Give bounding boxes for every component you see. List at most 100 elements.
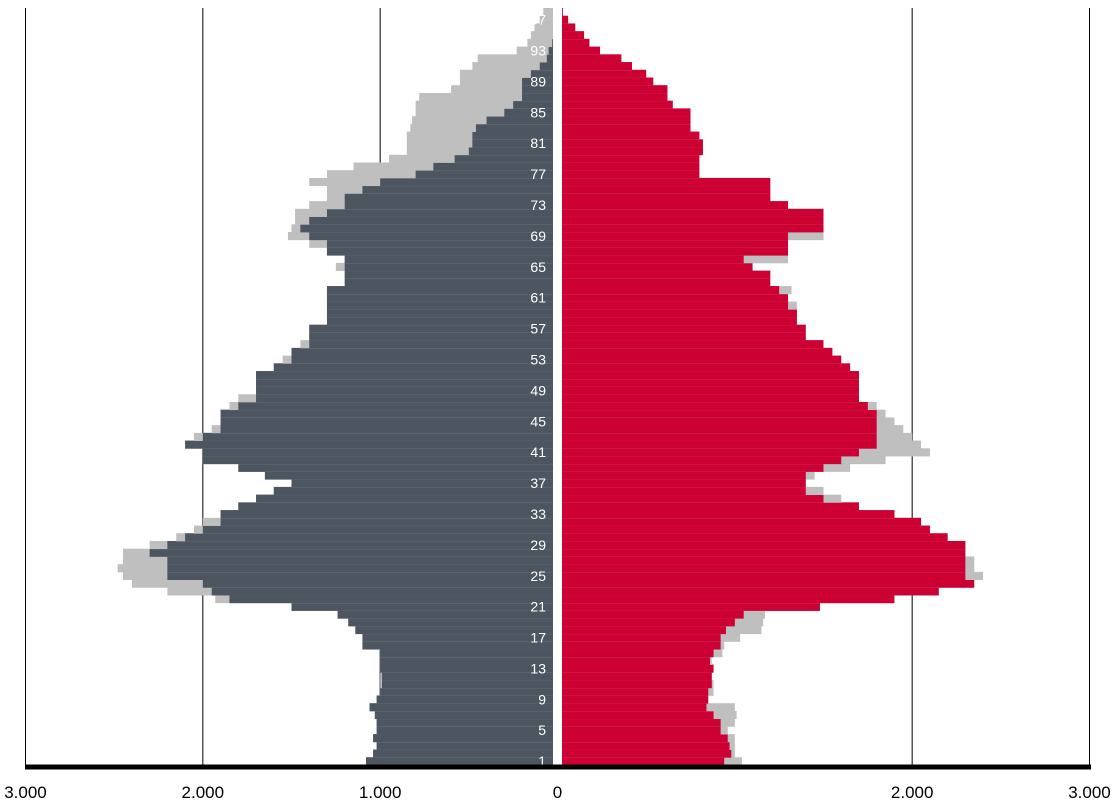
male-bar <box>373 749 558 758</box>
male-bar <box>202 525 558 534</box>
female-bar <box>557 239 789 248</box>
male-bar <box>291 479 558 488</box>
female-bar <box>557 741 730 750</box>
female-bar <box>557 162 700 171</box>
male-bar <box>472 139 558 148</box>
age-tick-label: 13 <box>530 660 546 676</box>
female-bar <box>557 633 721 642</box>
male-bar-other <box>527 38 558 48</box>
female-bar <box>557 85 668 94</box>
male-bar <box>376 726 558 735</box>
male-bar <box>273 486 558 496</box>
female-bar <box>557 494 824 503</box>
female-bar <box>557 479 806 488</box>
female-bar <box>557 734 728 743</box>
male-bar-other <box>516 46 558 55</box>
x-axis: 3.000 2.000 1.000 0 2.000 3.000 <box>4 764 1111 802</box>
age-tick-label: 1 <box>538 753 546 769</box>
female-bar <box>557 540 966 550</box>
female-bar <box>557 595 895 604</box>
male-bar <box>472 131 558 140</box>
male-bar <box>238 401 558 411</box>
male-bar-other <box>451 85 558 94</box>
female-bar <box>557 270 771 279</box>
female-bar <box>557 154 700 163</box>
female-bar <box>557 255 744 264</box>
x-tick-label: 2.000 <box>182 783 225 802</box>
x-tick-label: 1.000 <box>359 783 402 802</box>
male-bar <box>362 185 558 194</box>
age-tick-label: 89 <box>530 73 546 89</box>
male-bar-other <box>530 31 558 40</box>
age-tick-label: 37 <box>530 475 546 491</box>
male-bar <box>256 371 558 380</box>
female-bar <box>557 401 868 411</box>
male-bar <box>376 741 558 750</box>
age-tick-label: 41 <box>530 444 546 460</box>
male-bar <box>486 116 558 125</box>
female-bar <box>557 208 824 217</box>
male-bar <box>337 610 558 619</box>
male-bar <box>344 201 558 210</box>
age-tick-label: 9 <box>538 691 546 707</box>
male-bar <box>326 316 558 326</box>
age-tick-label: 69 <box>530 228 546 244</box>
male-bar <box>202 432 558 441</box>
female-bar <box>557 695 709 704</box>
female-bar <box>557 23 576 32</box>
male-bar <box>220 417 558 426</box>
female-bar <box>557 378 859 387</box>
male-bar <box>326 293 558 302</box>
male-bar <box>291 347 558 357</box>
male-bar <box>326 309 558 318</box>
male-bar <box>326 286 558 295</box>
male-bar <box>454 154 558 163</box>
age-tick-label: 57 <box>530 321 546 337</box>
male-bar <box>344 193 558 202</box>
female-bar <box>557 610 744 619</box>
female-bar <box>557 38 590 48</box>
female-bar <box>557 15 569 24</box>
female-bar <box>557 602 820 611</box>
male-bar <box>220 409 558 418</box>
age-tick-label: 49 <box>530 382 546 398</box>
male-bar-other <box>415 100 558 109</box>
male-bar <box>326 239 558 248</box>
age-tick-label: 73 <box>530 197 546 213</box>
female-bar <box>557 201 789 210</box>
male-bar-other <box>412 116 558 125</box>
male-bar <box>369 703 558 712</box>
female-bar <box>557 147 703 156</box>
male-bar <box>373 734 558 743</box>
male-bar-other <box>459 77 558 86</box>
female-bar <box>557 293 789 302</box>
male-bar <box>238 502 558 511</box>
male-bar <box>513 100 558 109</box>
female-bar <box>557 726 721 735</box>
male-bar <box>264 471 558 480</box>
female-bar <box>557 656 711 665</box>
male-bar-other <box>415 108 558 117</box>
female-bar <box>557 625 726 635</box>
male-bar <box>167 571 558 581</box>
female-bar <box>557 757 725 766</box>
male-bar <box>309 216 558 225</box>
female-bar <box>557 139 703 148</box>
age-tick-label: 53 <box>530 351 546 367</box>
female-bar <box>557 710 714 720</box>
male-bar <box>167 540 558 550</box>
female-bar <box>557 440 877 449</box>
female-bar <box>557 718 721 727</box>
male-bar <box>300 224 558 233</box>
female-bar <box>557 347 833 357</box>
male-bar <box>326 301 558 310</box>
age-axis-labels: 1 5 9 13 17 21 25 29 33 37 41 45 49 53 57 61 65 69 73 77 81 8… <box>530 12 546 770</box>
male-bar <box>365 757 558 766</box>
female-bar <box>557 432 877 441</box>
age-tick-label: 21 <box>530 599 546 615</box>
female-bar <box>557 471 806 480</box>
male-bar <box>380 649 558 658</box>
male-bar <box>220 510 558 519</box>
male-bar <box>256 386 558 395</box>
male-series <box>117 8 558 766</box>
